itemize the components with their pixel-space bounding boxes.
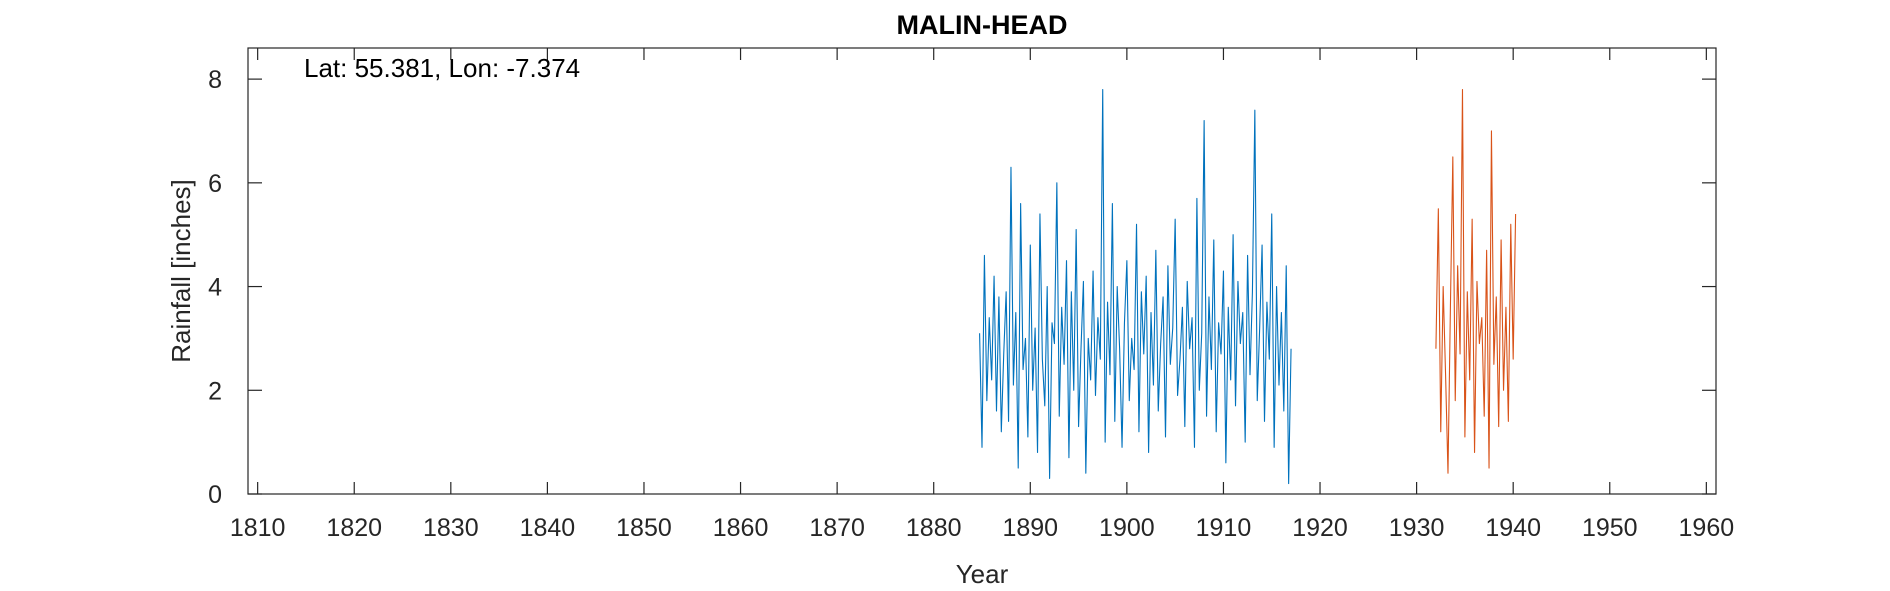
x-tick-label: 1880 (906, 514, 962, 542)
y-tick-label: 4 (208, 274, 222, 302)
x-tick-label: 1900 (1099, 514, 1155, 542)
x-tick-label: 1920 (1292, 514, 1348, 542)
y-tick-group: 0 2 4 6 8 (208, 66, 1716, 509)
x-tick-label: 1910 (1196, 514, 1252, 542)
x-tick-label: 1890 (1002, 514, 1058, 542)
location-annotation: Lat: 55.381, Lon: -7.374 (304, 53, 580, 83)
x-tick-label: 1940 (1485, 514, 1541, 542)
x-tick-label: 1870 (809, 514, 865, 542)
x-tick-label: 1930 (1389, 514, 1445, 542)
x-tick-label: 1830 (423, 514, 479, 542)
chart-title: MALIN-HEAD (897, 10, 1068, 40)
x-tick-label: 1840 (520, 514, 576, 542)
x-axis-label: Year (956, 559, 1009, 589)
series-2-line (1435, 88, 1517, 474)
y-tick-label: 8 (208, 66, 222, 94)
x-tick-label: 1860 (713, 514, 769, 542)
series-1-line (979, 88, 1292, 485)
x-tick-label: 1850 (616, 514, 672, 542)
series-group (979, 88, 1517, 485)
y-tick-label: 0 (208, 481, 222, 509)
x-tick-label: 1810 (230, 514, 286, 542)
x-tick-label: 1960 (1679, 514, 1735, 542)
x-tick-group: 1810 1820 1830 1840 1850 1860 1870 1880 1890 1900… (230, 48, 1734, 542)
x-tick-label: 1820 (326, 514, 382, 542)
y-tick-label: 6 (208, 170, 222, 198)
y-axis-label: Rainfall [inches] (166, 179, 196, 363)
y-tick-label: 2 (208, 377, 222, 405)
x-tick-label: 1950 (1582, 514, 1638, 542)
